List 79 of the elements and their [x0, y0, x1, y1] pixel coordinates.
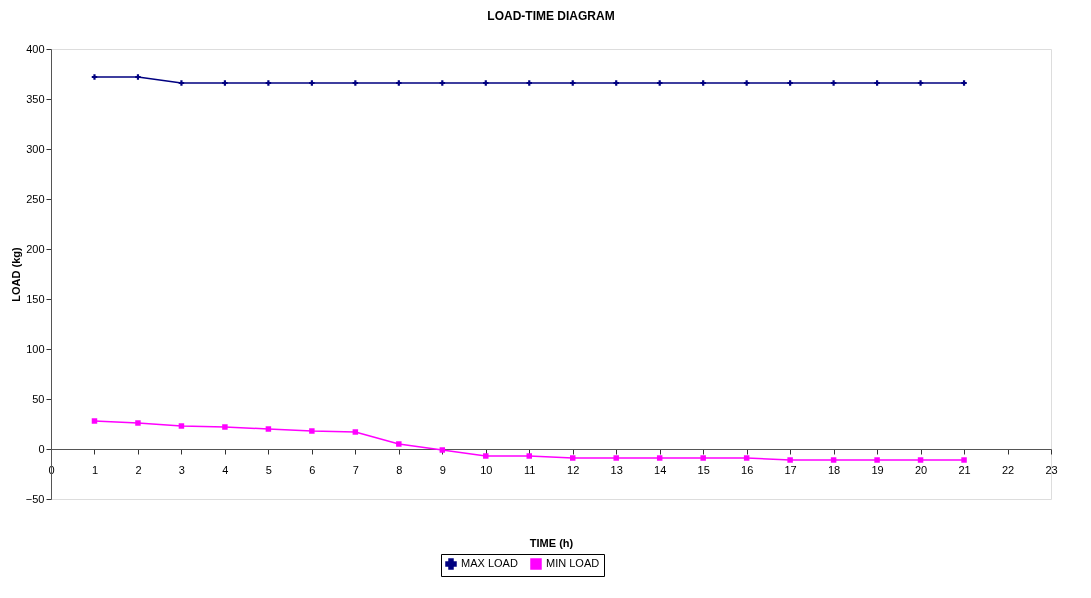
point — [309, 428, 315, 434]
point — [222, 424, 228, 430]
x-tick-label: 22 — [1001, 463, 1015, 476]
point — [743, 80, 750, 86]
point — [483, 80, 489, 86]
point — [656, 455, 663, 461]
point — [961, 457, 967, 463]
x-tick-label: 5 — [265, 463, 272, 476]
y-tick-label: −50 — [25, 492, 45, 505]
point — [526, 80, 532, 86]
point — [91, 74, 98, 80]
y-tick-label: 250 — [26, 192, 45, 205]
x-tick-label: 15 — [697, 463, 710, 476]
point — [91, 418, 98, 424]
point — [396, 80, 402, 86]
point — [917, 80, 924, 86]
point — [526, 453, 532, 459]
point — [700, 455, 706, 461]
y-tick-label: 100 — [26, 342, 45, 355]
point — [743, 455, 750, 461]
y-tick-label: 200 — [26, 242, 45, 255]
point — [787, 80, 793, 86]
x-tick-label: 17 — [784, 463, 797, 476]
point — [830, 457, 837, 463]
point — [222, 80, 228, 86]
point — [874, 80, 880, 86]
legend-label: MIN LOAD — [546, 557, 600, 569]
point — [178, 80, 185, 86]
point — [352, 429, 359, 435]
point — [830, 80, 837, 86]
x-tick-label: 12 — [567, 463, 580, 476]
y-axis-title: LOAD (kg) — [9, 246, 22, 302]
point — [265, 426, 272, 432]
y-tick-label: 0 — [38, 442, 45, 455]
x-axis-title: TIME (h) — [529, 536, 574, 549]
x-tick-label: 11 — [524, 463, 536, 476]
point — [613, 80, 619, 86]
x-tick-label: 20 — [914, 463, 928, 476]
point — [483, 453, 489, 459]
x-tick-label: 19 — [871, 463, 884, 476]
point — [309, 80, 315, 86]
x-tick-label: 16 — [741, 463, 754, 476]
y-tick-label: 150 — [26, 292, 45, 305]
point — [135, 420, 141, 426]
point — [656, 80, 663, 86]
point — [613, 455, 619, 461]
y-tick-label: 50 — [32, 392, 45, 405]
x-tick-label: 18 — [827, 463, 841, 476]
x-tick-label: 6 — [309, 463, 316, 476]
x-tick-label: 3 — [178, 463, 185, 476]
point — [570, 455, 576, 461]
x-tick-label: 8 — [396, 463, 403, 476]
point — [265, 80, 272, 86]
x-tick-label: 14 — [654, 463, 667, 476]
y-tick-label: 350 — [26, 92, 45, 105]
point — [961, 80, 967, 86]
x-tick-label: 4 — [222, 463, 229, 476]
x-tick-label: 21 — [958, 463, 971, 476]
y-tick-label: 300 — [26, 142, 45, 155]
point — [874, 457, 880, 463]
point — [439, 80, 446, 86]
chart-title: LOAD-TIME DIAGRAM — [487, 9, 615, 23]
x-tick-label: 1 — [91, 463, 99, 476]
point — [787, 457, 793, 463]
point — [396, 441, 402, 447]
x-tick-label: 9 — [439, 463, 446, 476]
point — [570, 80, 576, 86]
x-tick-label: 23 — [1045, 463, 1058, 476]
point — [135, 74, 141, 80]
x-tick-label: 13 — [610, 463, 623, 476]
y-tick-label: 400 — [26, 42, 45, 55]
point — [352, 80, 359, 86]
x-tick-label: 10 — [480, 463, 493, 476]
legend-label: MAX LOAD — [461, 557, 518, 569]
x-tick-label: 2 — [135, 463, 142, 476]
point — [917, 457, 924, 463]
point — [178, 423, 185, 429]
x-tick-label: 7 — [352, 463, 359, 476]
point — [700, 80, 706, 86]
